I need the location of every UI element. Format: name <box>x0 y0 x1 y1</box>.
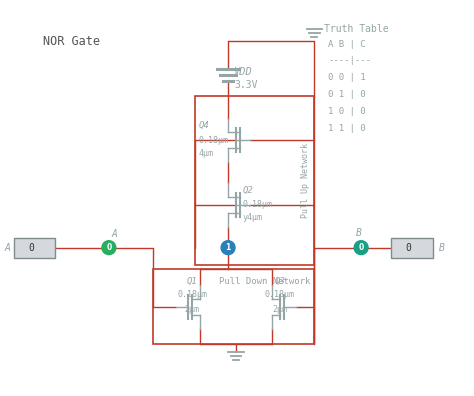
Text: VDD: VDD <box>234 67 253 77</box>
Bar <box>391 238 433 257</box>
Text: ----|---: ----|--- <box>328 57 371 65</box>
Bar <box>14 238 55 257</box>
Text: 4μm: 4μm <box>198 149 213 158</box>
Circle shape <box>102 241 116 255</box>
Text: 1: 1 <box>226 243 231 252</box>
Text: B: B <box>438 243 445 253</box>
Text: B: B <box>356 228 362 238</box>
Text: A: A <box>5 243 10 253</box>
Text: 0.18μm: 0.18μm <box>177 290 207 299</box>
Text: Pull Down Network: Pull Down Network <box>219 277 310 286</box>
Text: y4μm: y4μm <box>243 213 263 223</box>
Text: 0 1 | 0: 0 1 | 0 <box>328 90 366 99</box>
Text: 2μm: 2μm <box>272 305 287 314</box>
Text: 2μm: 2μm <box>185 305 200 314</box>
Text: Q3: Q3 <box>274 277 285 286</box>
Text: 1 0 | 0: 1 0 | 0 <box>328 107 366 116</box>
Circle shape <box>354 241 368 255</box>
Text: Pull Up Network: Pull Up Network <box>301 143 310 218</box>
Text: 0: 0 <box>28 243 35 253</box>
Text: 0.18μm: 0.18μm <box>198 136 228 145</box>
Bar <box>195 96 314 265</box>
Text: Q2: Q2 <box>243 186 254 194</box>
Text: A B | C: A B | C <box>328 40 366 49</box>
Text: Q4: Q4 <box>198 121 209 130</box>
Text: 3.3V: 3.3V <box>234 80 257 90</box>
Text: 0: 0 <box>406 243 412 253</box>
Text: A: A <box>112 229 118 239</box>
Text: Q1: Q1 <box>187 277 198 286</box>
Text: 0.18μm: 0.18μm <box>264 290 295 299</box>
Text: 0: 0 <box>358 243 364 252</box>
Text: NOR Gate: NOR Gate <box>43 34 100 48</box>
Circle shape <box>221 241 235 255</box>
Text: 0 0 | 1: 0 0 | 1 <box>328 73 366 82</box>
Text: 0: 0 <box>106 243 111 252</box>
Text: Truth Table: Truth Table <box>324 24 389 34</box>
Text: 0.18μm: 0.18μm <box>243 200 273 209</box>
Bar <box>153 270 314 344</box>
Text: 1 1 | 0: 1 1 | 0 <box>328 124 366 133</box>
